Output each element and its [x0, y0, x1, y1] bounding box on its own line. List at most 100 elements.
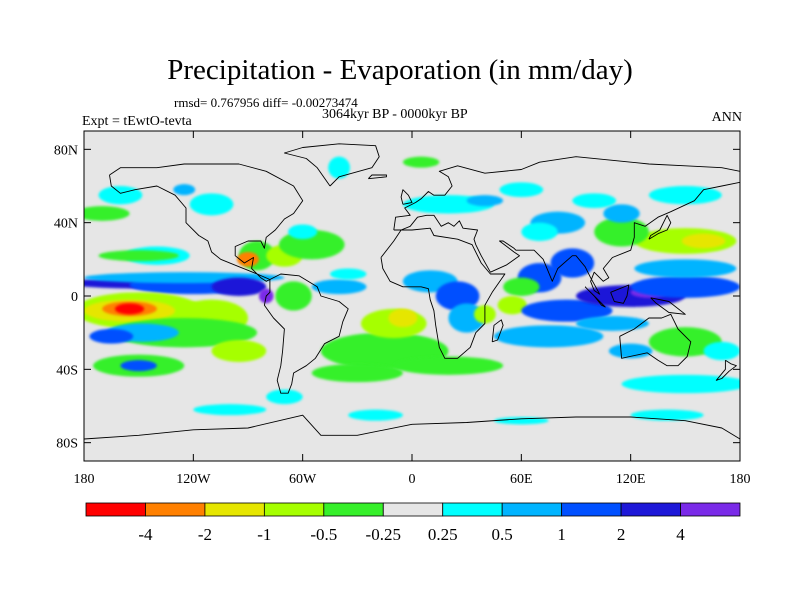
coastline-4 — [619, 313, 692, 367]
y-tick-label-1: 40N — [54, 217, 78, 232]
field-region-14 — [89, 329, 134, 344]
stats-label: rmsd= 0.767956 diff= -0.00273474 — [174, 95, 358, 110]
field-region-22 — [288, 224, 318, 240]
colorbar-label-0: -4 — [138, 525, 153, 544]
field-region-55 — [648, 186, 722, 205]
coastline-13 — [715, 359, 737, 381]
coastline-12 — [491, 319, 504, 343]
coastline-1 — [263, 273, 349, 394]
field-region-43 — [521, 299, 613, 322]
field-region-28 — [388, 308, 418, 328]
field-region-23 — [311, 279, 367, 295]
field-region-38 — [521, 222, 558, 241]
field-region-25 — [275, 281, 312, 311]
field-region-10 — [114, 303, 145, 315]
field-region-52 — [594, 217, 649, 247]
colorbar-label-5: 0.25 — [428, 525, 458, 544]
field-region-57 — [648, 327, 722, 357]
x-tick-label-2: 60W — [289, 472, 317, 487]
chart-title: Precipitation - Evaporation (in mm/day) — [167, 54, 633, 86]
field-region-16 — [120, 360, 157, 372]
field-region-47 — [634, 259, 737, 278]
colorbar-box-5 — [382, 502, 444, 517]
experiment-label: Expt = tEwtO-tevta — [82, 114, 192, 129]
colorbar-label-2: -1 — [257, 525, 271, 544]
field-region-39 — [550, 248, 595, 278]
y-axis: 80N 40N 0 40S 80S — [54, 143, 740, 452]
x-tick-label-0: 180 — [74, 472, 95, 487]
coastlines — [84, 143, 740, 440]
field-region-66 — [402, 156, 440, 168]
period-label: 3064kyr BP - 0000kyr BP — [322, 107, 468, 122]
y-tick-label-2: 0 — [71, 290, 78, 305]
coastline-7 — [584, 286, 606, 308]
field-region-54 — [572, 193, 617, 209]
field-region-62 — [98, 186, 143, 205]
field-region-59 — [393, 356, 504, 375]
x-axis: 180 120W 60W 0 60E 120E 180 — [74, 131, 751, 487]
field-region-46 — [630, 275, 740, 298]
y-tick-label-0: 80N — [54, 143, 78, 158]
field-region-64 — [173, 184, 196, 196]
field-region-36 — [499, 182, 544, 198]
field-region-58 — [703, 341, 740, 361]
colorbar-box-3 — [263, 502, 325, 517]
colorbar-box-7 — [501, 502, 563, 517]
coastline-11 — [400, 189, 413, 205]
field-region-60 — [621, 374, 740, 394]
field-region-68 — [193, 404, 267, 416]
field-region-51 — [681, 233, 726, 249]
x-tick-label-1: 120W — [176, 472, 211, 487]
colorbar-label-9: 4 — [676, 525, 685, 544]
x-tick-label-4: 60E — [510, 472, 533, 487]
field-region-48 — [494, 325, 604, 348]
field-region-31 — [435, 281, 480, 311]
field-region-49 — [576, 316, 649, 331]
colorbar-box-0 — [85, 502, 146, 517]
coastline-9 — [650, 297, 686, 315]
y-tick-label-4: 80S — [56, 437, 78, 452]
colorbar-label-3: -0.5 — [310, 525, 337, 544]
field-region-17 — [211, 340, 267, 362]
colorbar: -4 -2 -1 -0.5 -0.25 0.25 0.5 1 2 4 — [85, 502, 741, 544]
colorbar-box-4 — [323, 502, 384, 517]
season-label: ANN — [711, 110, 742, 125]
field-region-65 — [328, 156, 351, 179]
coastline-5 — [84, 414, 740, 440]
field-region-41 — [503, 277, 540, 297]
field-region-67 — [266, 389, 303, 405]
field-region-19 — [237, 252, 259, 267]
colorbar-label-1: -2 — [198, 525, 212, 544]
x-tick-label-6: 180 — [730, 472, 751, 487]
x-tick-label-3: 0 — [409, 472, 416, 487]
field-region-69 — [348, 409, 403, 421]
y-tick-label-3: 40S — [56, 363, 78, 378]
colorbar-label-6: 0.5 — [492, 525, 513, 544]
coastline-0 — [109, 163, 304, 282]
coastline-10 — [648, 214, 672, 240]
field-region-35 — [466, 195, 504, 207]
field-region-61 — [84, 206, 130, 221]
field-region-70 — [493, 417, 549, 425]
field-region-56 — [608, 343, 653, 359]
colorbar-box-8 — [561, 502, 622, 517]
field-region-29 — [311, 363, 403, 383]
colorbar-box-10 — [680, 502, 741, 517]
field-region-24 — [330, 268, 367, 280]
coastline-3 — [393, 156, 740, 295]
colorbar-box-1 — [145, 502, 206, 517]
x-tick-label-5: 120E — [616, 472, 646, 487]
field-region-53 — [603, 204, 640, 223]
coastline-14 — [367, 174, 387, 180]
field-region-42 — [497, 296, 527, 315]
colorbar-label-7: 1 — [557, 525, 566, 544]
colorbar-box-2 — [204, 502, 265, 517]
coastline-8 — [610, 284, 630, 304]
colorbar-label-4: -0.25 — [366, 525, 401, 544]
colorbar-box-6 — [442, 502, 503, 517]
colorbar-label-8: 2 — [617, 525, 626, 544]
field-region-1 — [98, 250, 179, 262]
coastline-2 — [380, 227, 506, 359]
colorbar-box-9 — [620, 502, 681, 517]
